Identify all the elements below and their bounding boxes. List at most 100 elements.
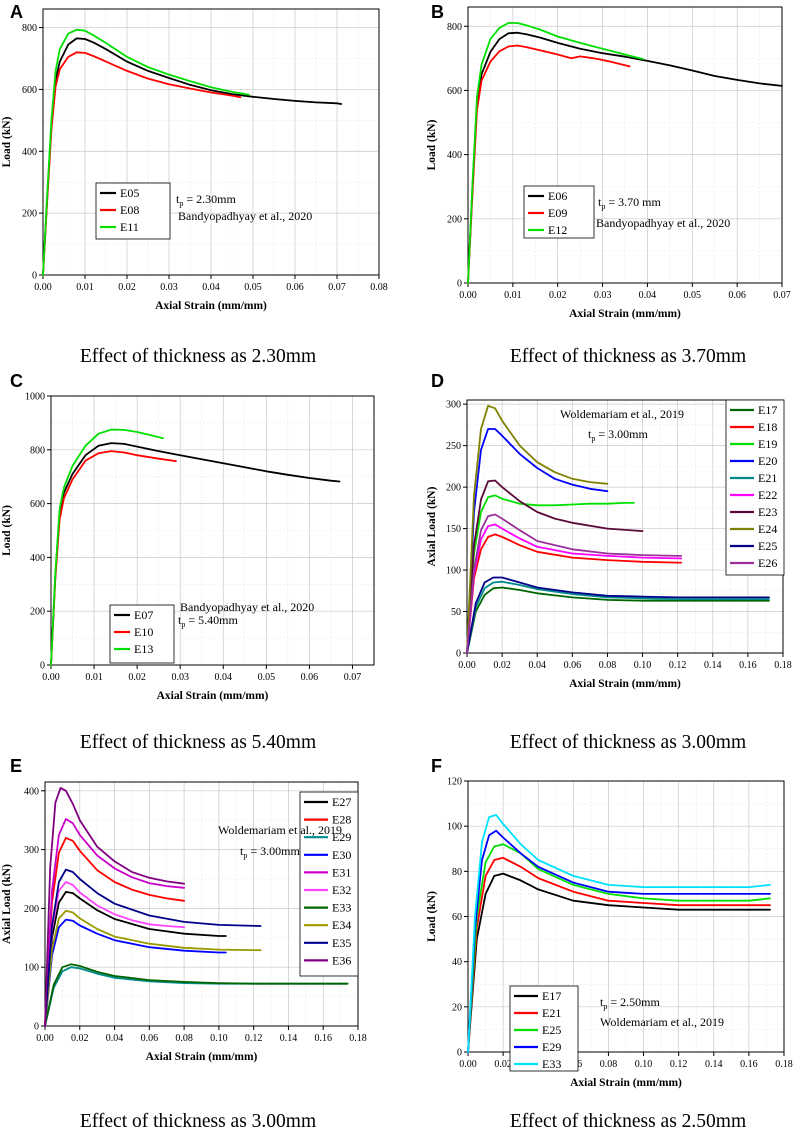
y-axis-label: Load (kN) [1,505,13,556]
series-line-e26 [466,513,683,654]
plot-frame [467,6,783,284]
panel-letter: C [10,371,23,391]
panel-d: D 0.00 0.02 0.04 0.06 0.08 0.10 0.12 0.14 0.16 0.1… [426,371,792,753]
x-tick-label: 0.05 [684,290,702,301]
legend-label: E30 [332,848,351,862]
x-tick-label: 0.08 [370,282,388,293]
series-lines [50,428,341,666]
x-tick-label: 0.00 [458,660,476,671]
thickness-annotation: tp = 3.00mm [240,844,300,860]
y-tick-label: 800 [22,23,37,34]
series-line-e19 [466,494,635,654]
gridlines [42,9,380,276]
x-axis-label: Axial Strain (mm/mm) [569,308,681,320]
panel-f: F0.000.020.040.060.080.100.120.140.160.1… [426,756,793,1132]
y-axis-label: Axial Load (kN) [426,486,438,566]
legend: E17 E18 E19 E20 E21 E22 E23 E24 E25 E26 [725,399,785,576]
legend-label: E18 [758,420,777,434]
gridlines [50,395,374,666]
x-tick-label: 0.00 [36,1033,54,1044]
x-tick-label: 0.05 [244,282,262,293]
source-annotation: Woldemariam et al., 2019 [218,823,342,837]
y-tick-label: 50 [451,607,461,618]
x-tick-label: 0.05 [258,672,276,683]
legend-label: E11 [120,220,139,234]
panel-caption: Effect of thickness as 5.40mm [80,732,316,753]
legend-label: E07 [134,608,153,622]
series-line-e21 [467,856,771,1053]
series-line-e20 [466,428,609,654]
x-tick-label: 0.10 [635,1059,653,1070]
y-tick-label: 150 [446,524,461,535]
x-tick-label: 0.04 [528,660,546,671]
panel-letter: A [10,2,23,22]
y-tick-label: 200 [446,483,461,494]
y-tick-label: 400 [24,786,39,797]
x-tick-label: 0.12 [245,1033,263,1044]
y-tick-label: 0 [456,649,461,660]
thickness-annotation: tp = 3.00mm [588,427,648,443]
y-tick-label: 0 [457,279,462,290]
y-tick-label: 40 [452,957,462,968]
x-tick-label: 0.12 [670,1059,688,1070]
x-axis-label: Axial Strain (mm/mm) [570,1077,682,1089]
x-tick-label: 0.04 [639,290,657,301]
x-tick-label: 0.06 [286,282,304,293]
x-tick-label: 0.01 [85,672,103,683]
x-tick-label: 0.03 [160,282,178,293]
panel-e: E 0.00 0.02 0.04 0.06 0.08 0.10 0.12 0.14 0.16 0.1… [1,756,367,1132]
x-tick-label: 0.02 [493,660,511,671]
panel-letter: E [10,756,22,776]
series-line-e17 [466,586,770,654]
legend-label: E29 [332,830,351,844]
x-tick-label: 0.00 [459,290,477,301]
panel-c: C 0.00 0.01 0.02 0.03 0.04 0.05 0.06 0.07 0 200 400… [1,371,375,753]
legend-label: E09 [548,206,567,220]
x-axis-label: Axial Strain (mm/mm) [146,1051,258,1063]
x-axis-label: Axial Strain (mm/mm) [569,678,681,690]
series-line-e36 [44,787,185,1027]
panel-caption: Effect of thickness as 3.70mm [510,346,746,367]
x-tick-label: 0.06 [564,660,582,671]
legend-label: E06 [548,189,567,203]
panel-caption: Effect of thickness as 2.50mm [510,1111,746,1132]
x-tick-label: 0.04 [215,672,233,683]
legend-label: E35 [332,936,351,950]
legend-label: E17 [758,403,777,417]
x-tick-label: 0.08 [175,1033,193,1044]
legend-label: E19 [758,437,777,451]
y-axis-label: Axial Load (kN) [1,864,13,944]
y-tick-label: 300 [24,845,39,856]
series-line-e34 [44,909,262,1027]
y-tick-label: 100 [446,566,461,577]
y-axis-label: Load (kN) [426,119,438,170]
series-line-e22 [466,523,683,654]
series-line-e32 [44,881,185,1027]
y-tick-label: 1000 [25,392,45,403]
y-tick-label: 400 [30,553,45,564]
y-tick-label: 600 [30,499,45,510]
series-line-e31 [44,818,185,1027]
legend: E06 E09 E12 [523,185,595,239]
series-lines [466,404,770,654]
x-tick-label: 0.08 [600,1059,618,1070]
panel-b: B 0.00 0.01 0.02 0.03 0.04 0.05 0.06 0.07 0 200 400… [426,2,791,367]
series-line-e05 [42,37,343,276]
legend-label: E36 [332,953,351,967]
source-annotation: Bandyopadhyay et al., 2020 [178,209,312,223]
x-axis-label: Axial Strain (mm/mm) [155,300,267,312]
legend-label: E21 [758,471,777,485]
legend-label: E31 [332,865,351,879]
legend-label: E13 [134,642,153,656]
legend: E07 E10 E13 [109,604,175,664]
series-line-e09 [467,44,631,284]
x-tick-label: 0.06 [728,290,746,301]
panel-caption: Effect of thickness as 2.30mm [80,346,316,367]
y-tick-label: 200 [24,904,39,915]
x-tick-label: 0.12 [669,660,687,671]
series-line-e35 [44,868,262,1027]
y-tick-label: 250 [446,441,461,452]
series-line-e18 [466,533,683,654]
x-tick-label: 0.01 [76,282,94,293]
y-tick-label: 120 [447,777,462,788]
